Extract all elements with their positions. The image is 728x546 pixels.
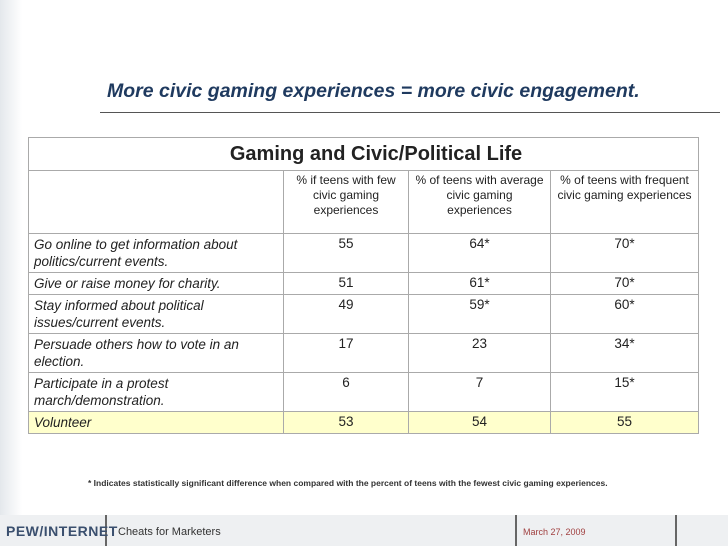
data-table: Gaming and Civic/Political Life % if tee… [27,137,700,434]
row-label: Give or raise money for charity. [28,272,284,295]
logo: PEW/INTERNET [6,523,118,539]
headline: More civic gaming experiences = more civ… [107,80,640,102]
footer-divider [105,515,107,546]
value-cell: 55 [549,411,700,434]
value-cell: 17 [283,333,409,373]
value-cell: 53 [283,411,409,434]
footer-band [0,515,728,546]
value-cell: 51 [283,272,409,295]
header-cell [28,170,284,234]
table-body: Gaming and Civic/Political Life % if tee… [27,137,700,434]
presentation-title: Cheats for Marketers [118,526,221,538]
value-cell: 7 [408,372,551,412]
headline-rule [100,112,720,113]
side-stripe [0,0,22,515]
table-title: Gaming and Civic/Political Life [27,137,700,171]
value-cell: 70* [549,233,700,273]
value-cell: 23 [408,333,551,373]
row-label: Participate in a protest march/demonstra… [28,372,284,412]
row-label: Go online to get information about polit… [28,233,284,273]
value-cell: 55 [283,233,409,273]
title-row: Gaming and Civic/Political Life [27,137,700,171]
value-cell: 59* [408,294,551,334]
table-row: Volunteer 53 54 55 [28,411,700,434]
column-header: % if teens with few civic gaming experie… [283,170,409,234]
value-cell: 6 [283,372,409,412]
footer-divider [675,515,677,546]
footer-divider [515,515,517,546]
header-row: % if teens with few civic gaming experie… [28,170,700,234]
table-row: Give or raise money for charity. 51 61* 70* [28,272,700,295]
value-cell: 64* [408,233,551,273]
table-row: Persuade others how to vote in an electi… [28,333,700,373]
column-header: % of teens with average civic gaming exp… [408,170,551,234]
date: March 27, 2009 [523,527,586,537]
row-label: Stay informed about political issues/cur… [28,294,284,334]
value-cell: 15* [549,372,700,412]
value-cell: 61* [408,272,551,295]
row-label: Persuade others how to vote in an electi… [28,333,284,373]
value-cell: 54 [408,411,551,434]
footnote: * Indicates statistically significant di… [88,478,608,488]
value-cell: 49 [283,294,409,334]
value-cell: 60* [549,294,700,334]
value-cell: 70* [549,272,700,295]
table-row: Stay informed about political issues/cur… [28,294,700,334]
table-row: Go online to get information about polit… [28,233,700,273]
value-cell: 34* [549,333,700,373]
row-label: Volunteer [28,411,284,434]
table-row: Participate in a protest march/demonstra… [28,372,700,412]
column-header: % of teens with frequent civic gaming ex… [549,170,700,234]
